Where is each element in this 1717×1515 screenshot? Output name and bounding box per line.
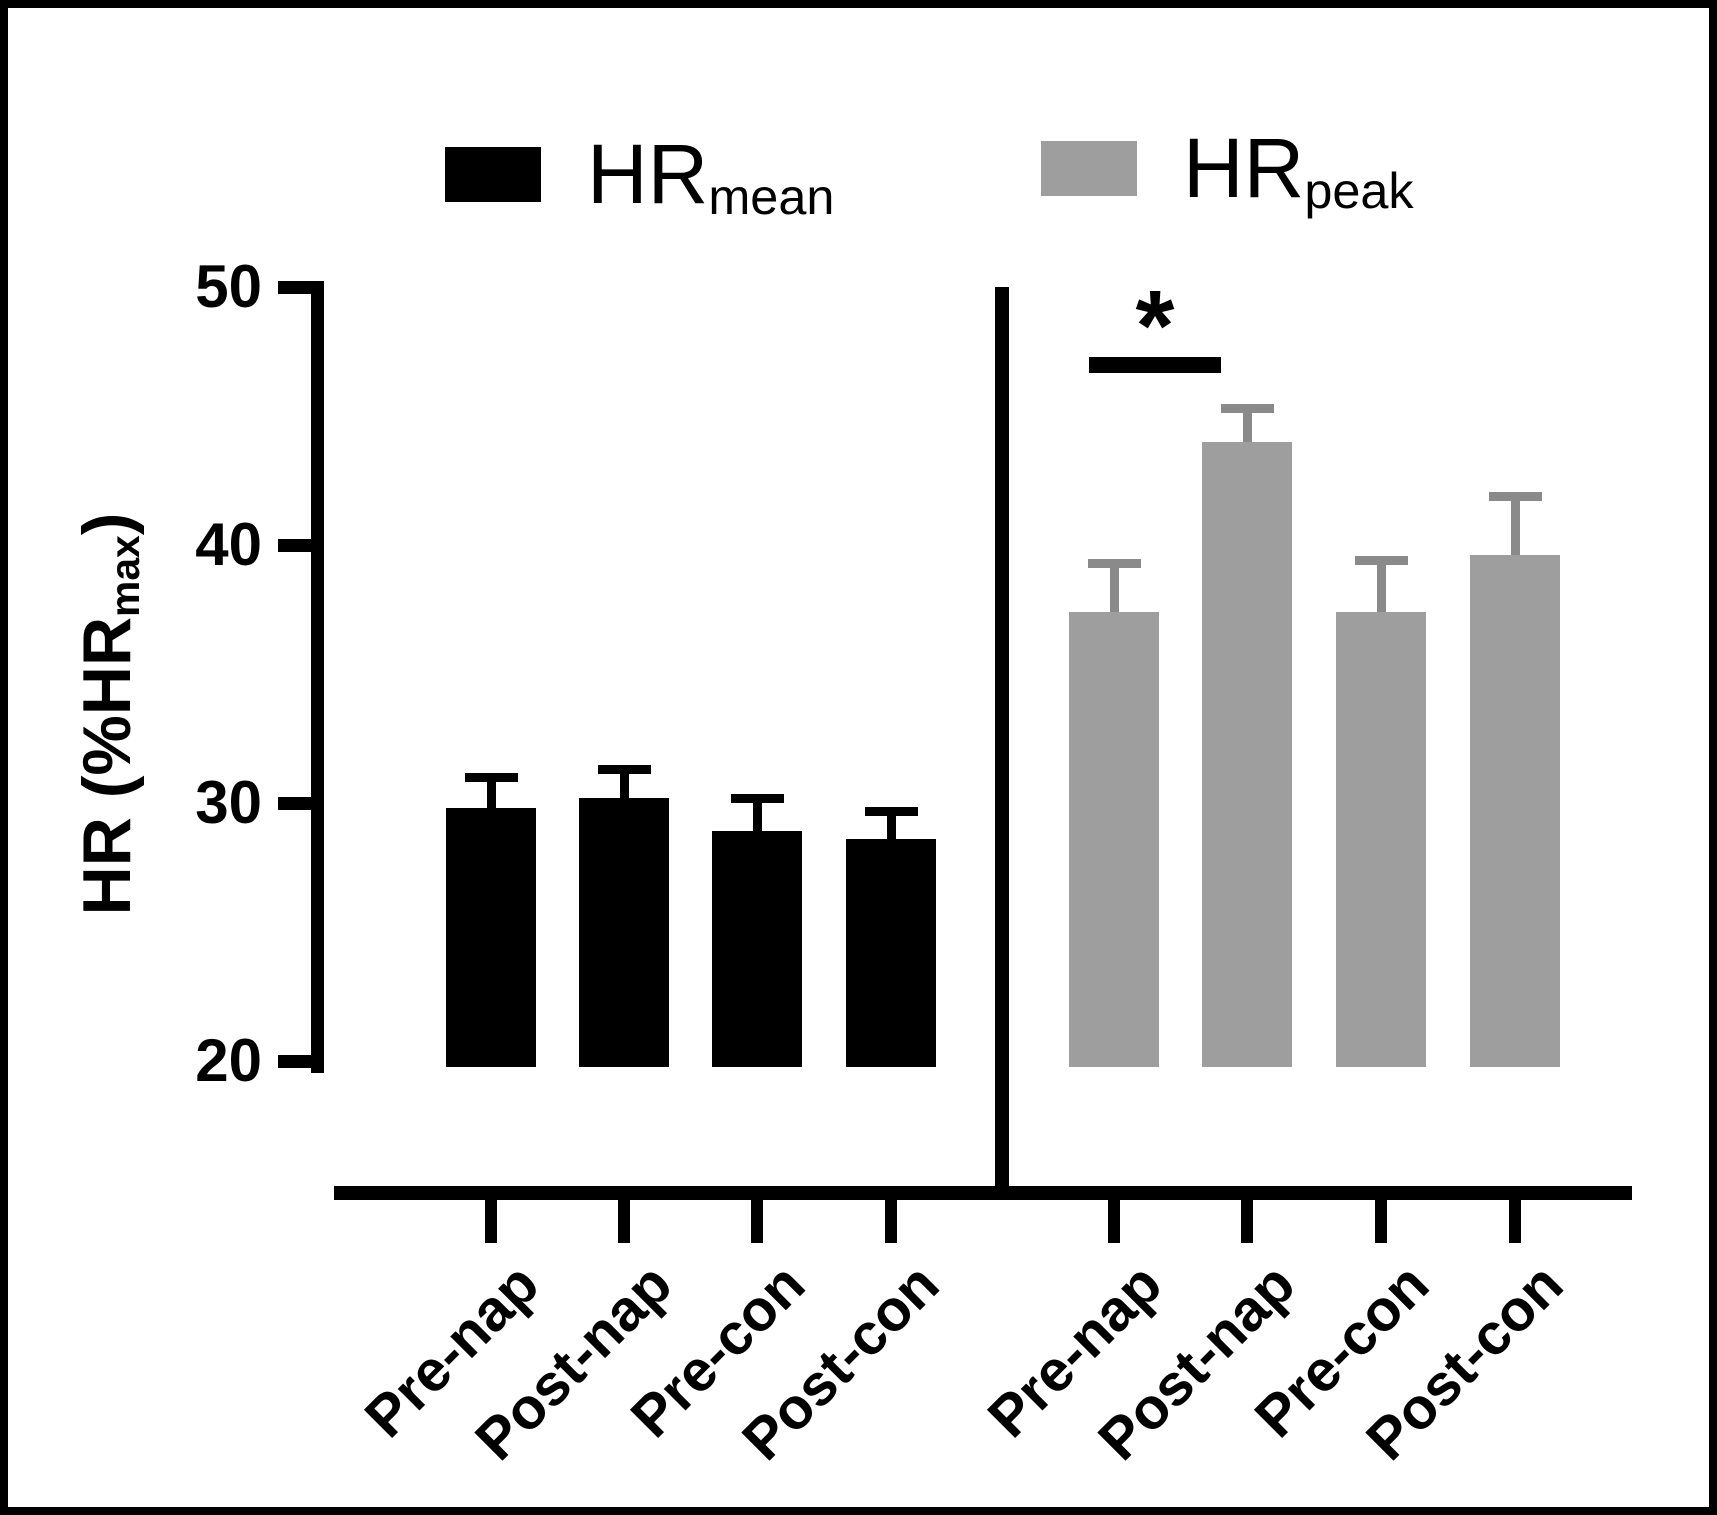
x-axis-tick bbox=[1509, 1198, 1521, 1243]
y-axis-tick bbox=[278, 281, 324, 294]
bar-hrmean-post-con bbox=[846, 839, 936, 1067]
y-axis-tick bbox=[278, 1055, 324, 1068]
x-axis-tick bbox=[485, 1198, 497, 1243]
legend-item-hrmean: HRmean bbox=[445, 127, 835, 226]
legend-swatch-hrmean bbox=[445, 146, 541, 202]
x-axis-tick bbox=[618, 1198, 630, 1243]
significance-asterisk: * bbox=[1135, 270, 1175, 382]
error-bar-cap-hrmean-pre-con bbox=[731, 793, 784, 803]
x-axis-tick bbox=[1375, 1198, 1387, 1243]
bar-hrmean-post-nap bbox=[579, 797, 669, 1067]
error-bar-stem-hrmean-pre-con bbox=[753, 797, 762, 834]
significance-line bbox=[1089, 357, 1221, 373]
error-bar-stem-hrpeak-pre-con bbox=[1377, 560, 1386, 615]
x-axis-tick bbox=[1108, 1198, 1120, 1243]
legend-swatch-hrpeak bbox=[1041, 140, 1137, 196]
y-tick-label: 50 bbox=[195, 253, 262, 320]
bar-hrpeak-pre-con bbox=[1336, 612, 1426, 1067]
error-bar-stem-hrpeak-post-con bbox=[1511, 495, 1520, 558]
x-axis-tick bbox=[1241, 1198, 1253, 1243]
bar-hrmean-pre-con bbox=[712, 831, 802, 1067]
error-bar-stem-hrmean-post-con bbox=[887, 810, 896, 842]
error-bar-cap-hrpeak-pre-con bbox=[1355, 556, 1408, 566]
error-bar-cap-hrmean-post-con bbox=[865, 806, 918, 816]
y-axis-tick bbox=[278, 539, 324, 552]
error-bar-cap-hrpeak-post-nap bbox=[1221, 404, 1274, 414]
legend-label-hrpeak: HRpeak bbox=[1183, 121, 1414, 220]
y-tick-label: 30 bbox=[195, 769, 262, 836]
y-axis-line bbox=[311, 281, 324, 1073]
bar-hrmean-pre-nap bbox=[446, 808, 536, 1067]
legend-item-hrpeak: HRpeak bbox=[1041, 121, 1414, 220]
legend-label-hrmean: HRmean bbox=[587, 127, 835, 226]
error-bar-cap-hrmean-post-nap bbox=[598, 765, 651, 775]
group-divider-line bbox=[995, 287, 1009, 1186]
x-axis-line bbox=[334, 1186, 1632, 1200]
error-bar-cap-hrmean-pre-nap bbox=[465, 773, 518, 783]
y-axis-title: HR (%HRmax) bbox=[69, 512, 148, 916]
error-bar-cap-hrpeak-post-con bbox=[1489, 491, 1542, 501]
x-axis-tick bbox=[751, 1198, 763, 1243]
error-bar-stem-hrmean-post-nap bbox=[620, 769, 629, 800]
bar-hrpeak-post-nap bbox=[1202, 441, 1292, 1067]
bar-hrpeak-pre-nap bbox=[1069, 612, 1159, 1067]
error-bar-cap-hrpeak-pre-nap bbox=[1088, 559, 1141, 569]
error-bar-stem-hrpeak-pre-nap bbox=[1110, 563, 1119, 615]
y-axis-tick bbox=[278, 797, 324, 810]
error-bar-stem-hrmean-pre-nap bbox=[487, 777, 496, 811]
y-tick-label: 40 bbox=[195, 511, 262, 578]
x-axis-tick bbox=[885, 1198, 897, 1243]
y-tick-label: 20 bbox=[195, 1027, 262, 1094]
bar-hrpeak-post-con bbox=[1470, 555, 1560, 1067]
error-bar-stem-hrpeak-post-nap bbox=[1243, 408, 1252, 444]
